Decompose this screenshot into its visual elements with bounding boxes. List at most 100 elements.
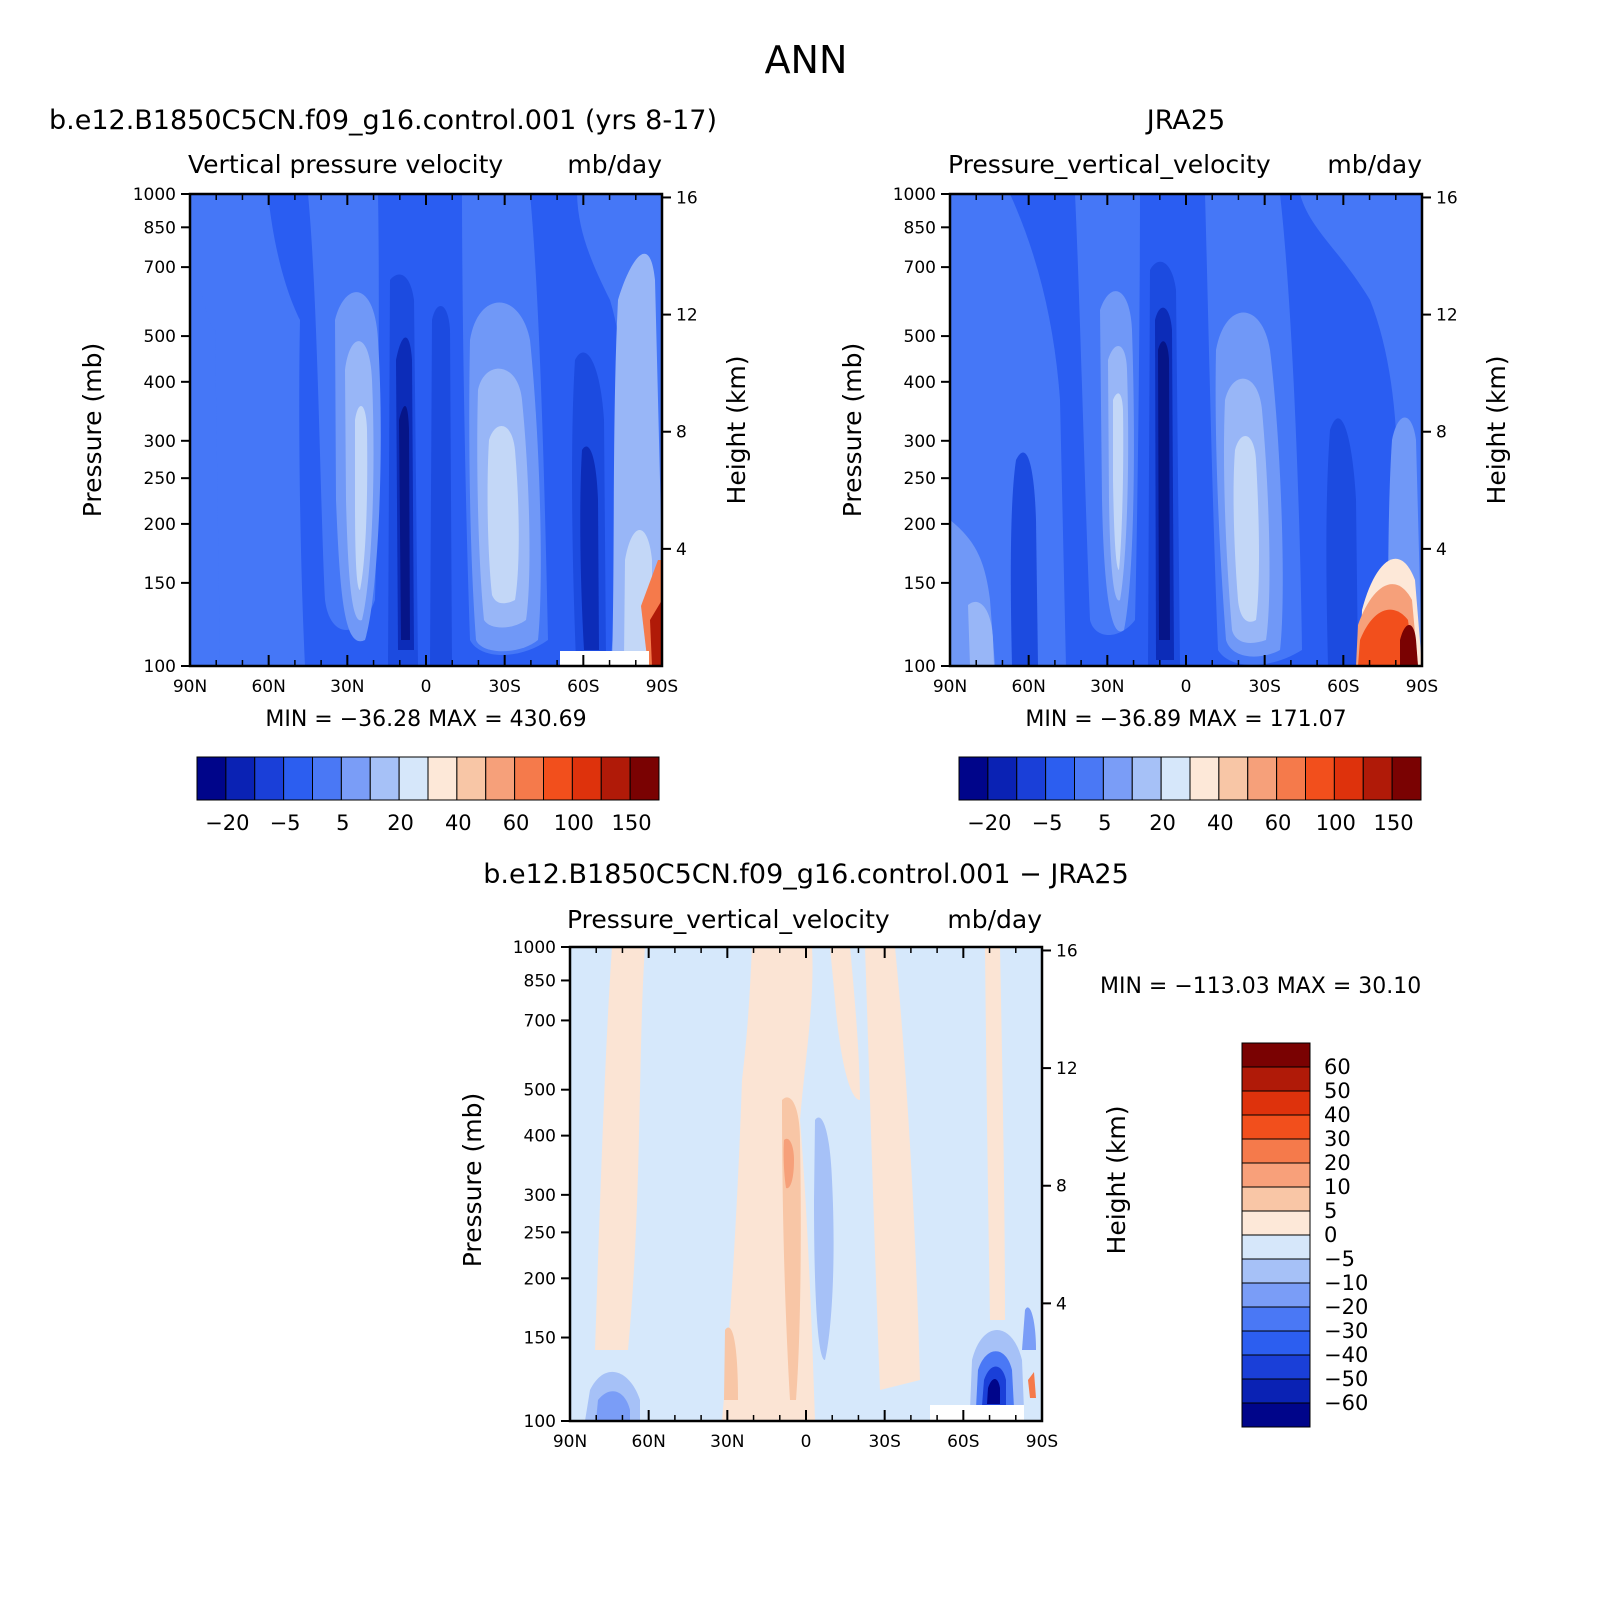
field-contour <box>190 194 305 666</box>
colorbar-box <box>1362 756 1393 801</box>
y2-tick-label: 8 <box>1436 423 1447 443</box>
panel-obs-colorbar: −20 −5 5 20 40 60 100 150 <box>958 756 1422 835</box>
field-contour <box>355 406 368 590</box>
missing-data-region <box>560 651 649 666</box>
y-tick-label: 300 <box>144 432 176 452</box>
field-contour <box>650 600 662 666</box>
y-tick-label: 250 <box>904 469 936 489</box>
colorbar-box <box>514 756 544 801</box>
colorbar-box <box>543 756 573 801</box>
colorbar-label: −60 <box>1324 1391 1368 1415</box>
x-tick-label: 30N <box>710 1432 744 1452</box>
panel-model-min-max: MIN = −36.28 MAX = 430.69 <box>265 707 586 732</box>
colorbar-box <box>1241 1234 1311 1260</box>
colorbar-label: −20 <box>205 811 249 835</box>
colorbar-box <box>312 756 342 801</box>
y2-tick-label: 8 <box>676 423 687 443</box>
panel-diff-y-label: Pressure (mb) <box>458 1093 487 1267</box>
colorbar-box <box>485 756 516 801</box>
field-contour <box>1300 194 1422 666</box>
x-tick-label: 60N <box>631 1432 665 1452</box>
x-tick-label: 90N <box>933 677 967 697</box>
colorbar-box <box>1241 1402 1311 1428</box>
y-tick-label: 150 <box>144 574 176 594</box>
colorbar-box <box>1241 1210 1311 1236</box>
colorbar-box <box>1241 1330 1311 1356</box>
colorbar-label: 10 <box>1324 1175 1351 1199</box>
y2-tick-label: 4 <box>1056 1294 1067 1314</box>
panel-obs: JRA25 Pressure_vertical_velocity mb/day <box>838 105 1511 835</box>
panel-diff-left-label: Pressure_vertical_velocity <box>567 905 890 934</box>
x-tick-label: 60S <box>567 677 599 697</box>
colorbar-label: −30 <box>1324 1319 1368 1343</box>
y-tick-label: 200 <box>144 515 176 535</box>
y-tick-label: 300 <box>524 1186 556 1206</box>
panel-model: b.e12.B1850C5CN.f09_g16.control.001 (yrs… <box>49 105 751 835</box>
colorbar-box <box>1241 1090 1311 1116</box>
x-tick-label: 0 <box>1181 677 1192 697</box>
colorbar-box <box>369 756 400 801</box>
y-tick-label: 250 <box>524 1223 556 1243</box>
y-tick-label: 700 <box>144 258 176 278</box>
panel-model-units: mb/day <box>567 150 662 179</box>
colorbar-label: 40 <box>445 811 472 835</box>
colorbar-box <box>1333 756 1364 801</box>
y-tick-label: 700 <box>524 1011 556 1031</box>
colorbar-label: 0 <box>1324 1223 1337 1247</box>
colorbar-label: 60 <box>503 811 530 835</box>
colorbar-label: −5 <box>1324 1247 1355 1271</box>
y2-tick-label: 16 <box>676 188 698 208</box>
field-contour <box>987 1379 1000 1404</box>
panel-model-colorbar: −20 −5 5 20 40 60 100 150 <box>196 756 660 835</box>
field-contour <box>399 406 410 640</box>
y-tick-label: 200 <box>904 515 936 535</box>
y-tick-label: 850 <box>524 971 556 991</box>
colorbar-box <box>1241 1138 1311 1164</box>
x-tick-label: 0 <box>421 677 432 697</box>
colorbar-box <box>340 756 371 801</box>
colorbar-box <box>1218 756 1249 801</box>
panel-diff-y2-label: Height (km) <box>1102 1106 1131 1255</box>
colorbar-label: 60 <box>1324 1055 1351 1079</box>
panel-model-left-label: Vertical pressure velocity <box>188 150 503 179</box>
y-tick-label: 150 <box>524 1329 556 1349</box>
colorbar-label: 20 <box>387 811 414 835</box>
panel-obs-field <box>950 194 1422 666</box>
y2-tick-label: 12 <box>676 306 698 326</box>
panel-obs-left-label: Pressure_vertical_velocity <box>948 150 1271 179</box>
y-tick-label: 850 <box>144 218 176 238</box>
colorbar-box <box>958 756 989 801</box>
colorbar-box <box>456 756 487 801</box>
y2-tick-label: 12 <box>1436 306 1458 326</box>
y-tick-label: 100 <box>904 657 936 677</box>
y-tick-label: 400 <box>904 373 936 393</box>
y-tick-label: 1000 <box>513 938 556 958</box>
colorbar-label: 150 <box>1374 811 1414 835</box>
colorbar-box <box>1102 756 1133 801</box>
y-tick-label: 400 <box>524 1127 556 1147</box>
colorbar-label: −10 <box>1324 1271 1368 1295</box>
panel-model-field <box>190 194 662 666</box>
panel-diff-min-max: MIN = −113.03 MAX = 30.10 <box>1100 974 1421 999</box>
y-tick-label: 100 <box>524 1412 556 1432</box>
panel-diff: b.e12.B1850C5CN.f09_g16.control.001 − JR… <box>458 859 1421 1452</box>
colorbar-box <box>1241 1354 1311 1380</box>
colorbar-box <box>1391 756 1422 801</box>
panel-diff-units: mb/day <box>947 905 1042 934</box>
colorbar-label: 30 <box>1324 1127 1351 1151</box>
x-tick-label: 60N <box>251 677 285 697</box>
field-contour <box>724 1327 738 1400</box>
field-contour <box>1028 1372 1036 1398</box>
colorbar-label: 60 <box>1265 811 1292 835</box>
colorbar-box <box>1016 756 1047 801</box>
colorbar-box <box>1160 756 1191 801</box>
colorbar-box <box>1131 756 1162 801</box>
x-tick-label: 90S <box>1026 1432 1058 1452</box>
x-tick-label: 90N <box>553 1432 587 1452</box>
y-tick-label: 100 <box>144 657 176 677</box>
colorbar-box <box>1241 1378 1311 1404</box>
x-tick-label: 30N <box>330 677 364 697</box>
field-contour <box>950 194 1066 666</box>
field-contour <box>580 446 599 650</box>
y-tick-label: 1000 <box>893 185 936 205</box>
